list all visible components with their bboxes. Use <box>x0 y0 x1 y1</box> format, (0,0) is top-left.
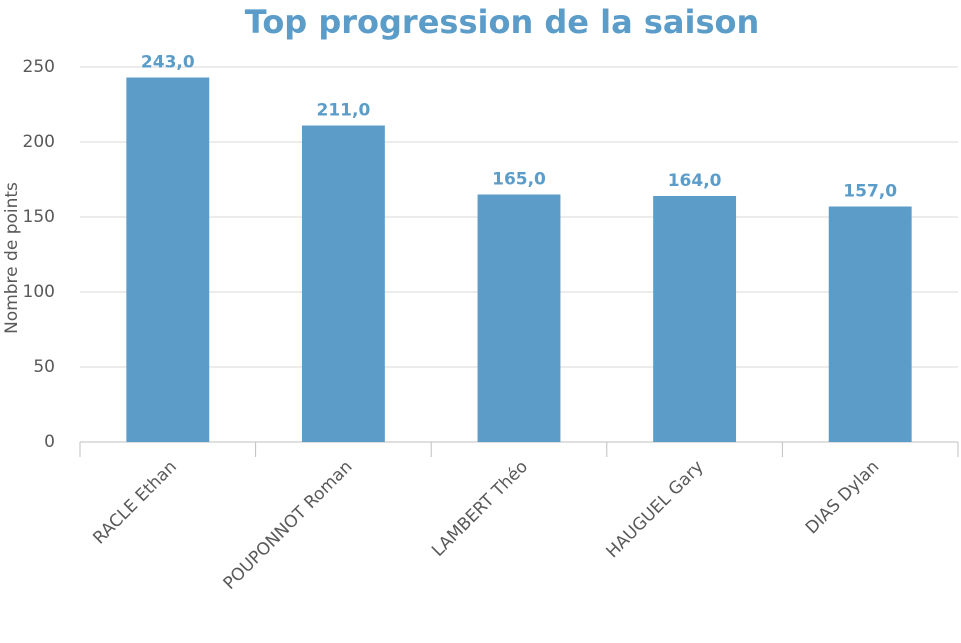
value-label: 165,0 <box>492 170 546 190</box>
y-tick-label: 100 <box>23 282 55 302</box>
y-tick-label: 250 <box>23 57 55 77</box>
x-tick-label: HAUGUEL Gary <box>602 457 707 562</box>
value-label: 157,0 <box>843 182 897 202</box>
y-tick-label: 150 <box>23 207 55 227</box>
y-tick-label: 200 <box>23 132 55 152</box>
bar <box>126 77 210 442</box>
y-axis-label: Nombre de points <box>2 182 22 334</box>
value-label: 243,0 <box>141 53 195 73</box>
x-tick-label: POUPONNOT Roman <box>220 457 357 594</box>
bar <box>301 125 385 442</box>
bar <box>653 196 737 442</box>
bar <box>828 206 912 442</box>
x-tick-label: LAMBERT Théo <box>428 457 532 561</box>
y-tick-label: 0 <box>44 432 55 452</box>
chart-title: Top progression de la saison <box>245 3 760 41</box>
x-tick-label: DIAS Dylan <box>802 457 883 538</box>
value-label: 211,0 <box>317 101 371 121</box>
bar <box>477 194 561 442</box>
value-label: 164,0 <box>668 171 722 191</box>
y-tick-label: 50 <box>33 357 55 377</box>
x-tick-label: RACLE Ethan <box>89 457 180 548</box>
